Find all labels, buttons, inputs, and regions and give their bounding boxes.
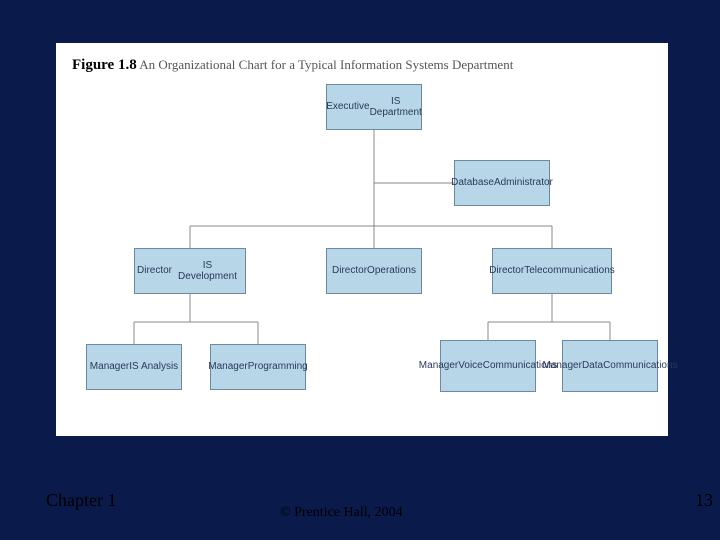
org-node-mgr_an: ManagerIS Analysis bbox=[86, 344, 182, 390]
org-node-dba: DatabaseAdministrator bbox=[454, 160, 550, 206]
slide: Figure 1.8 An Organizational Chart for a… bbox=[0, 0, 720, 540]
footer-page-number: 13 bbox=[695, 490, 713, 511]
figure-caption: An Organizational Chart for a Typical In… bbox=[137, 57, 514, 72]
org-node-exec: ExecutiveIS Department bbox=[326, 84, 422, 130]
org-node-mgr_vc: ManagerVoiceCommunications bbox=[440, 340, 536, 392]
org-node-dir_tel: DirectorTelecommunications bbox=[492, 248, 612, 294]
org-node-dir_dev: DirectorIS Development bbox=[134, 248, 246, 294]
figure-title: Figure 1.8 An Organizational Chart for a… bbox=[72, 56, 513, 74]
footer-chapter: Chapter 1 bbox=[46, 490, 116, 511]
org-node-dir_ops: DirectorOperations bbox=[326, 248, 422, 294]
footer-copyright: © Prentice Hall, 2004 bbox=[280, 505, 403, 521]
org-node-mgr_dc: ManagerDataCommunications bbox=[562, 340, 658, 392]
figure-number: Figure 1.8 bbox=[72, 57, 137, 73]
org-node-mgr_pr: ManagerProgramming bbox=[210, 344, 306, 390]
